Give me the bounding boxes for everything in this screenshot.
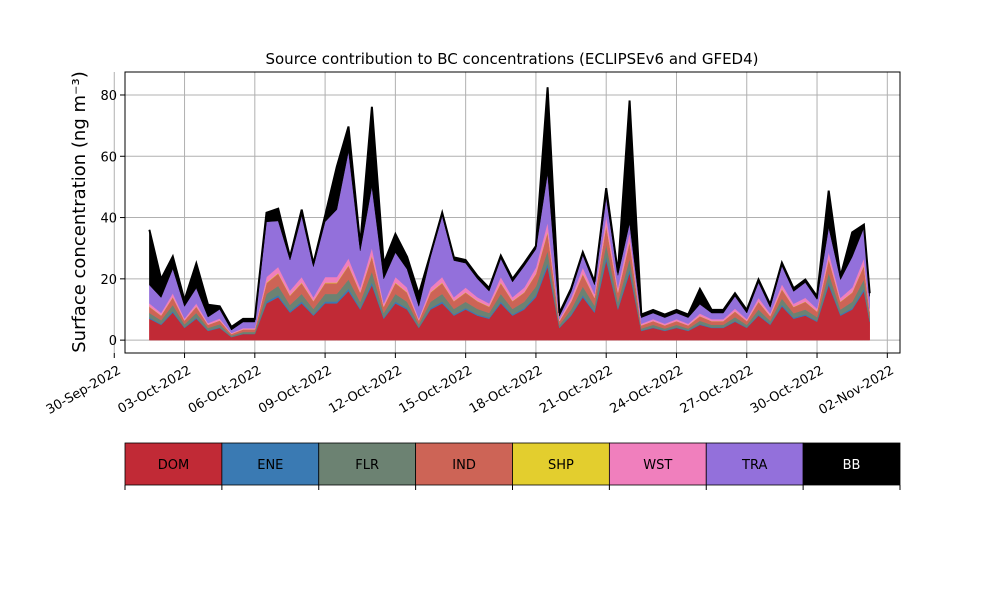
x-tick-label: 21-Oct-2022 bbox=[537, 363, 615, 417]
x-axis-ticks: 30-Sep-202203-Oct-202206-Oct-202209-Oct-… bbox=[44, 353, 897, 418]
x-tick-label: 27-Oct-2022 bbox=[678, 363, 756, 417]
x-tick-label: 02-Nov-2022 bbox=[816, 363, 896, 418]
legend-swatch-ene bbox=[221, 442, 320, 486]
x-tick-label: 24-Oct-2022 bbox=[607, 363, 685, 417]
y-tick-label: 80 bbox=[100, 89, 117, 104]
stacked-areas bbox=[149, 87, 870, 341]
legend-label-ind: IND bbox=[452, 458, 476, 473]
y-tick-label: 0 bbox=[109, 334, 117, 349]
y-tick-label: 20 bbox=[100, 273, 117, 288]
x-tick-label: 12-Oct-2022 bbox=[326, 363, 404, 417]
y-axis-label: Surface concentration (ng m⁻³) bbox=[69, 71, 90, 353]
y-tick-label: 40 bbox=[100, 212, 117, 227]
legend-label-dom: DOM bbox=[158, 458, 189, 473]
y-axis-ticks: 0 20 40 60 80 bbox=[100, 89, 125, 349]
x-tick-label: 30-Oct-2022 bbox=[748, 363, 826, 417]
legend-label-wst: WST bbox=[643, 458, 672, 473]
legend-swatch-flr bbox=[318, 442, 417, 486]
y-tick-label: 60 bbox=[100, 150, 117, 165]
plot-frame bbox=[124, 71, 901, 354]
legend-label-flr: FLR bbox=[355, 458, 379, 473]
legend-swatch-dom bbox=[124, 442, 223, 486]
chart-title: Source contribution to BC concentrations… bbox=[265, 50, 758, 68]
source-legend: DOM ENE FLR IND SHP WST TRA BB bbox=[124, 442, 901, 490]
legend-label-bb: BB bbox=[843, 458, 861, 473]
x-tick-label: 18-Oct-2022 bbox=[467, 363, 545, 417]
legend-label-tra: TRA bbox=[741, 458, 767, 473]
legend-swatch-ind bbox=[415, 442, 513, 486]
x-tick-label: 06-Oct-2022 bbox=[186, 363, 264, 417]
legend-swatch-tra bbox=[705, 442, 804, 486]
x-tick-label: 15-Oct-2022 bbox=[397, 363, 475, 417]
legend-swatch-bb bbox=[802, 442, 901, 486]
x-tick-label: 30-Sep-2022 bbox=[44, 363, 124, 418]
total-outline bbox=[148, 87, 871, 329]
plot-area bbox=[113, 71, 901, 354]
legend-label-ene: ENE bbox=[257, 458, 283, 473]
legend-label-shp: SHP bbox=[548, 458, 574, 473]
x-tick-label: 09-Oct-2022 bbox=[256, 363, 334, 417]
x-tick-label: 03-Oct-2022 bbox=[116, 363, 194, 417]
